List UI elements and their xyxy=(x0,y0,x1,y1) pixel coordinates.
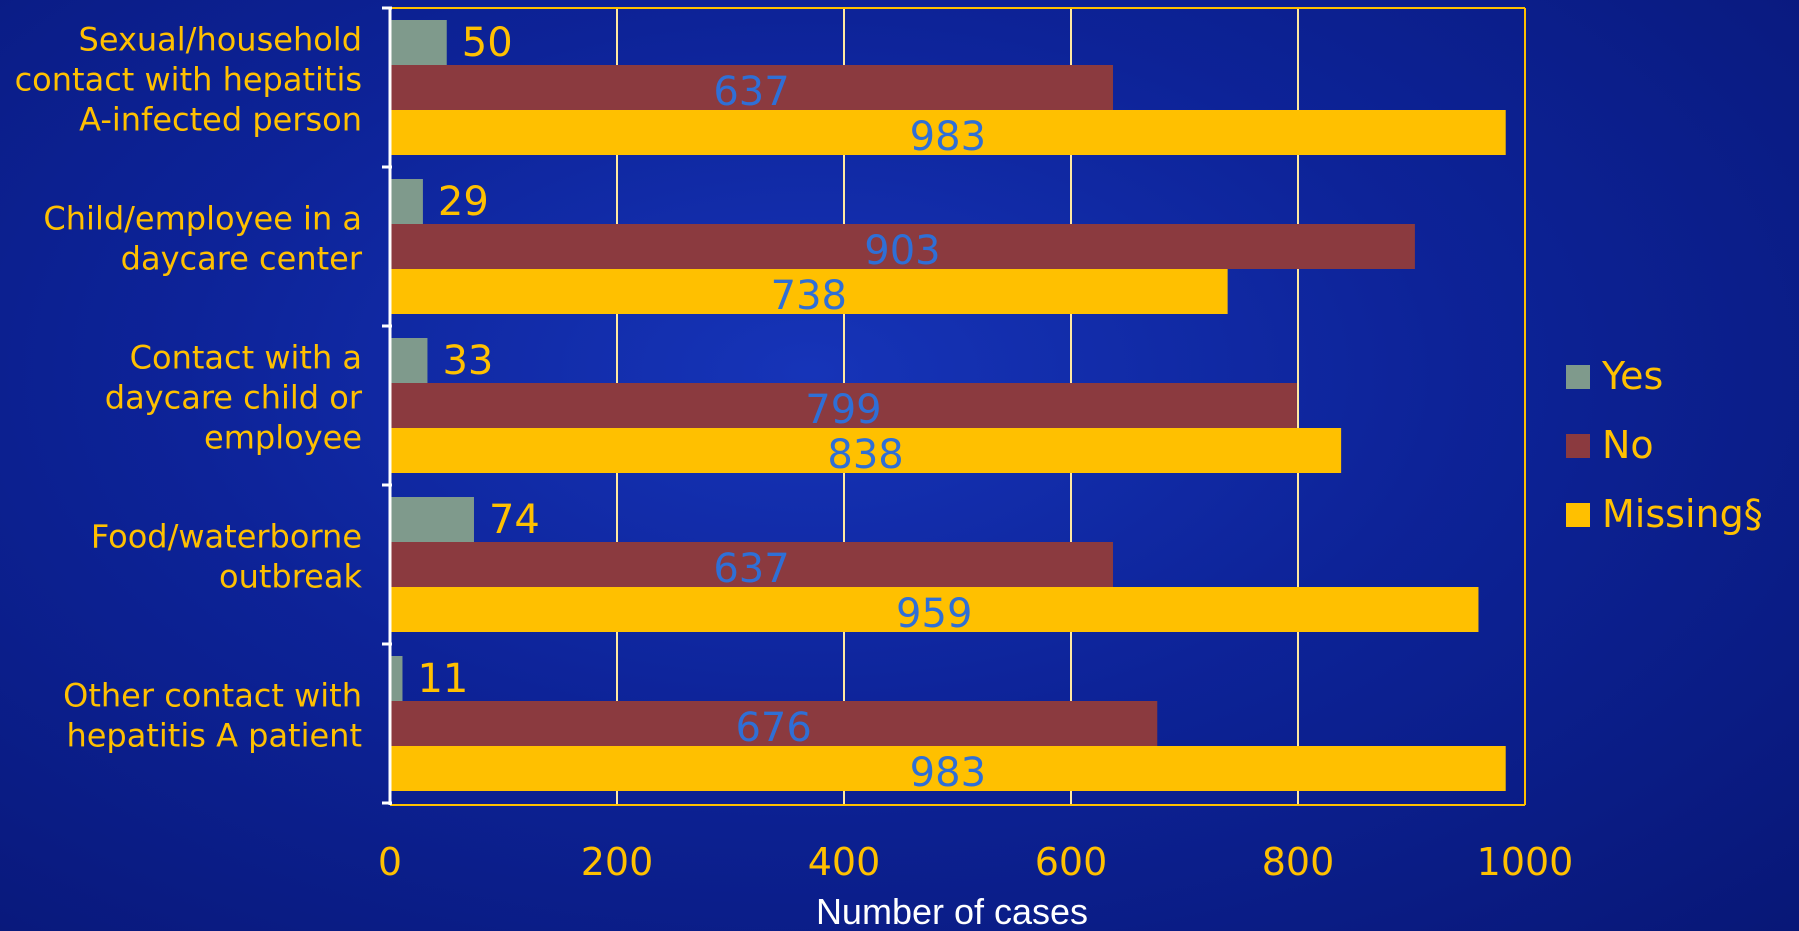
bar-no-4 xyxy=(390,701,1158,746)
data-label: 959 xyxy=(896,591,972,637)
x-tick-labels: 0 200 400 600 800 1000 xyxy=(378,840,1573,884)
x-tick-label: 1000 xyxy=(1477,840,1574,884)
legend-swatch xyxy=(1566,365,1590,389)
data-label: 676 xyxy=(735,705,811,751)
bar-missing-4 xyxy=(390,746,1506,791)
bar-missing-1 xyxy=(390,269,1228,314)
category-label-line: hepatitis A patient xyxy=(66,717,362,755)
x-tick-label: 200 xyxy=(581,840,654,884)
bar-no-3 xyxy=(390,542,1113,587)
bar-yes-2 xyxy=(390,338,428,383)
category-label-line: A-infected person xyxy=(79,101,362,139)
category-labels: Sexual/household contact with hepatitis A-… xyxy=(15,21,363,755)
bar-yes-1 xyxy=(390,179,423,224)
bar-missing-3 xyxy=(390,587,1479,632)
legend-label: Missing§ xyxy=(1602,492,1763,536)
category-label-line: Sexual/household xyxy=(79,21,363,59)
data-labels: 50 29 33 74 11 637 903 799 637 676 983 738 838 959 983 xyxy=(417,20,986,796)
x-tick-label: 600 xyxy=(1035,840,1108,884)
bar-yes-4 xyxy=(390,656,403,701)
data-label: 983 xyxy=(910,114,986,160)
category-label: Sexual/household contact with hepatitis A-… xyxy=(15,21,362,139)
data-label: 903 xyxy=(864,228,940,274)
data-label: 74 xyxy=(489,497,540,543)
bars xyxy=(390,20,1506,791)
category-label-line: employee xyxy=(204,419,362,457)
data-label: 637 xyxy=(713,69,789,115)
bar-missing-0 xyxy=(390,110,1506,155)
bar-missing-2 xyxy=(390,428,1342,473)
data-label: 983 xyxy=(910,750,986,796)
x-axis-title: Number of cases xyxy=(816,891,1088,931)
category-label-line: contact with hepatitis xyxy=(15,61,362,99)
category-label-line: daycare center xyxy=(121,240,363,278)
legend-label: Yes xyxy=(1601,354,1663,398)
bar-yes-3 xyxy=(390,497,474,542)
category-label-line: Food/waterborne xyxy=(91,518,362,556)
data-label: 838 xyxy=(827,432,903,478)
category-label-line: Child/employee in a xyxy=(43,200,362,238)
category-label-line: daycare child or xyxy=(105,379,363,417)
category-label: Food/waterborne outbreak xyxy=(91,518,363,596)
legend: Yes No Missing§ xyxy=(1566,354,1763,536)
bar-no-2 xyxy=(390,383,1297,428)
x-tick-label: 800 xyxy=(1262,840,1335,884)
data-label: 33 xyxy=(442,338,493,384)
category-label: Other contact with hepatitis A patient xyxy=(63,677,362,755)
legend-swatch xyxy=(1566,434,1590,458)
data-label: 29 xyxy=(438,179,489,225)
axes xyxy=(382,6,392,805)
x-tick-label: 0 xyxy=(378,840,402,884)
x-tick-label: 400 xyxy=(808,840,881,884)
category-label: Child/employee in a daycare center xyxy=(43,200,362,278)
category-label: Contact with a daycare child or employee xyxy=(105,339,363,457)
category-label-line: Other contact with xyxy=(63,677,362,715)
bar-yes-0 xyxy=(390,20,447,65)
data-label: 50 xyxy=(462,20,513,66)
category-label-line: outbreak xyxy=(219,558,362,596)
bar-no-1 xyxy=(390,224,1415,269)
data-label: 11 xyxy=(417,656,468,702)
bar-no-0 xyxy=(390,65,1113,110)
category-label-line: Contact with a xyxy=(130,339,362,377)
legend-label: No xyxy=(1602,423,1654,467)
data-label: 799 xyxy=(805,387,881,433)
legend-swatch xyxy=(1566,503,1590,527)
data-label: 637 xyxy=(713,546,789,592)
data-label: 738 xyxy=(771,273,847,319)
